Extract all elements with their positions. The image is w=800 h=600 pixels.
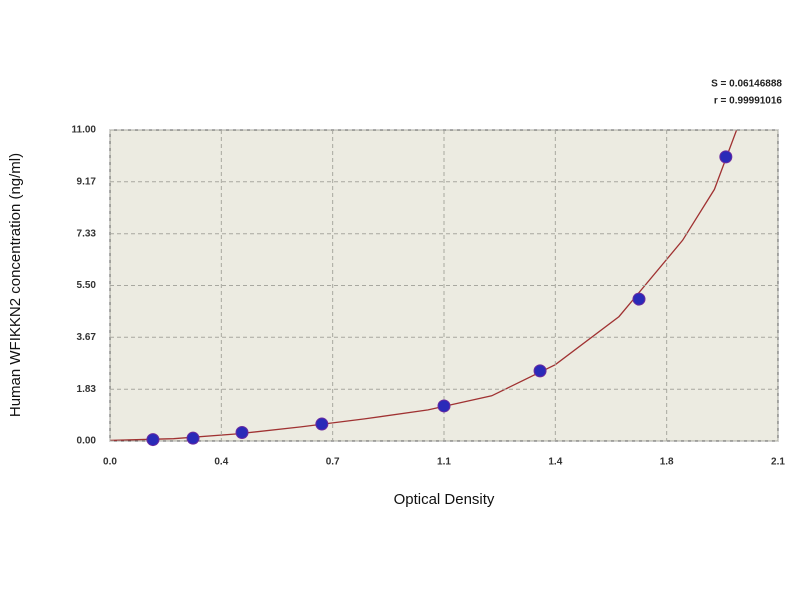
x-tick-label: 1.4 — [548, 457, 562, 468]
x-tick-label: 0.4 — [214, 457, 228, 468]
x-tick-label: 1.1 — [437, 457, 451, 468]
data-point — [632, 292, 646, 306]
y-tick-label: 3.67 — [77, 332, 97, 343]
data-point — [146, 433, 160, 447]
plot-layer — [110, 130, 738, 441]
y-axis-title: Human WFIKKN2 concentration (ng/ml) — [7, 153, 24, 417]
annotation: S = 0.06146888 — [711, 79, 782, 90]
data-point — [533, 364, 547, 378]
x-tick-label: 1.8 — [660, 457, 674, 468]
y-tick-label: 1.83 — [77, 384, 97, 395]
y-tick-label: 9.17 — [77, 176, 97, 187]
x-tick-label: 0.7 — [326, 457, 340, 468]
data-point — [186, 431, 200, 445]
data-point — [437, 399, 451, 413]
y-tick-label: 7.33 — [77, 228, 97, 239]
y-tick-label: 5.50 — [77, 280, 97, 291]
fit-curve — [110, 130, 738, 441]
x-axis-title: Optical Density — [394, 491, 495, 508]
data-point — [719, 150, 733, 164]
x-tick-label: 2.1 — [771, 457, 785, 468]
data-point — [235, 426, 249, 440]
annotation: r = 0.99991016 — [714, 96, 783, 107]
data-point — [315, 417, 329, 431]
y-tick-label: 0.00 — [77, 436, 97, 447]
x-tick-label: 0.0 — [103, 457, 117, 468]
y-tick-label: 11.00 — [72, 125, 97, 136]
